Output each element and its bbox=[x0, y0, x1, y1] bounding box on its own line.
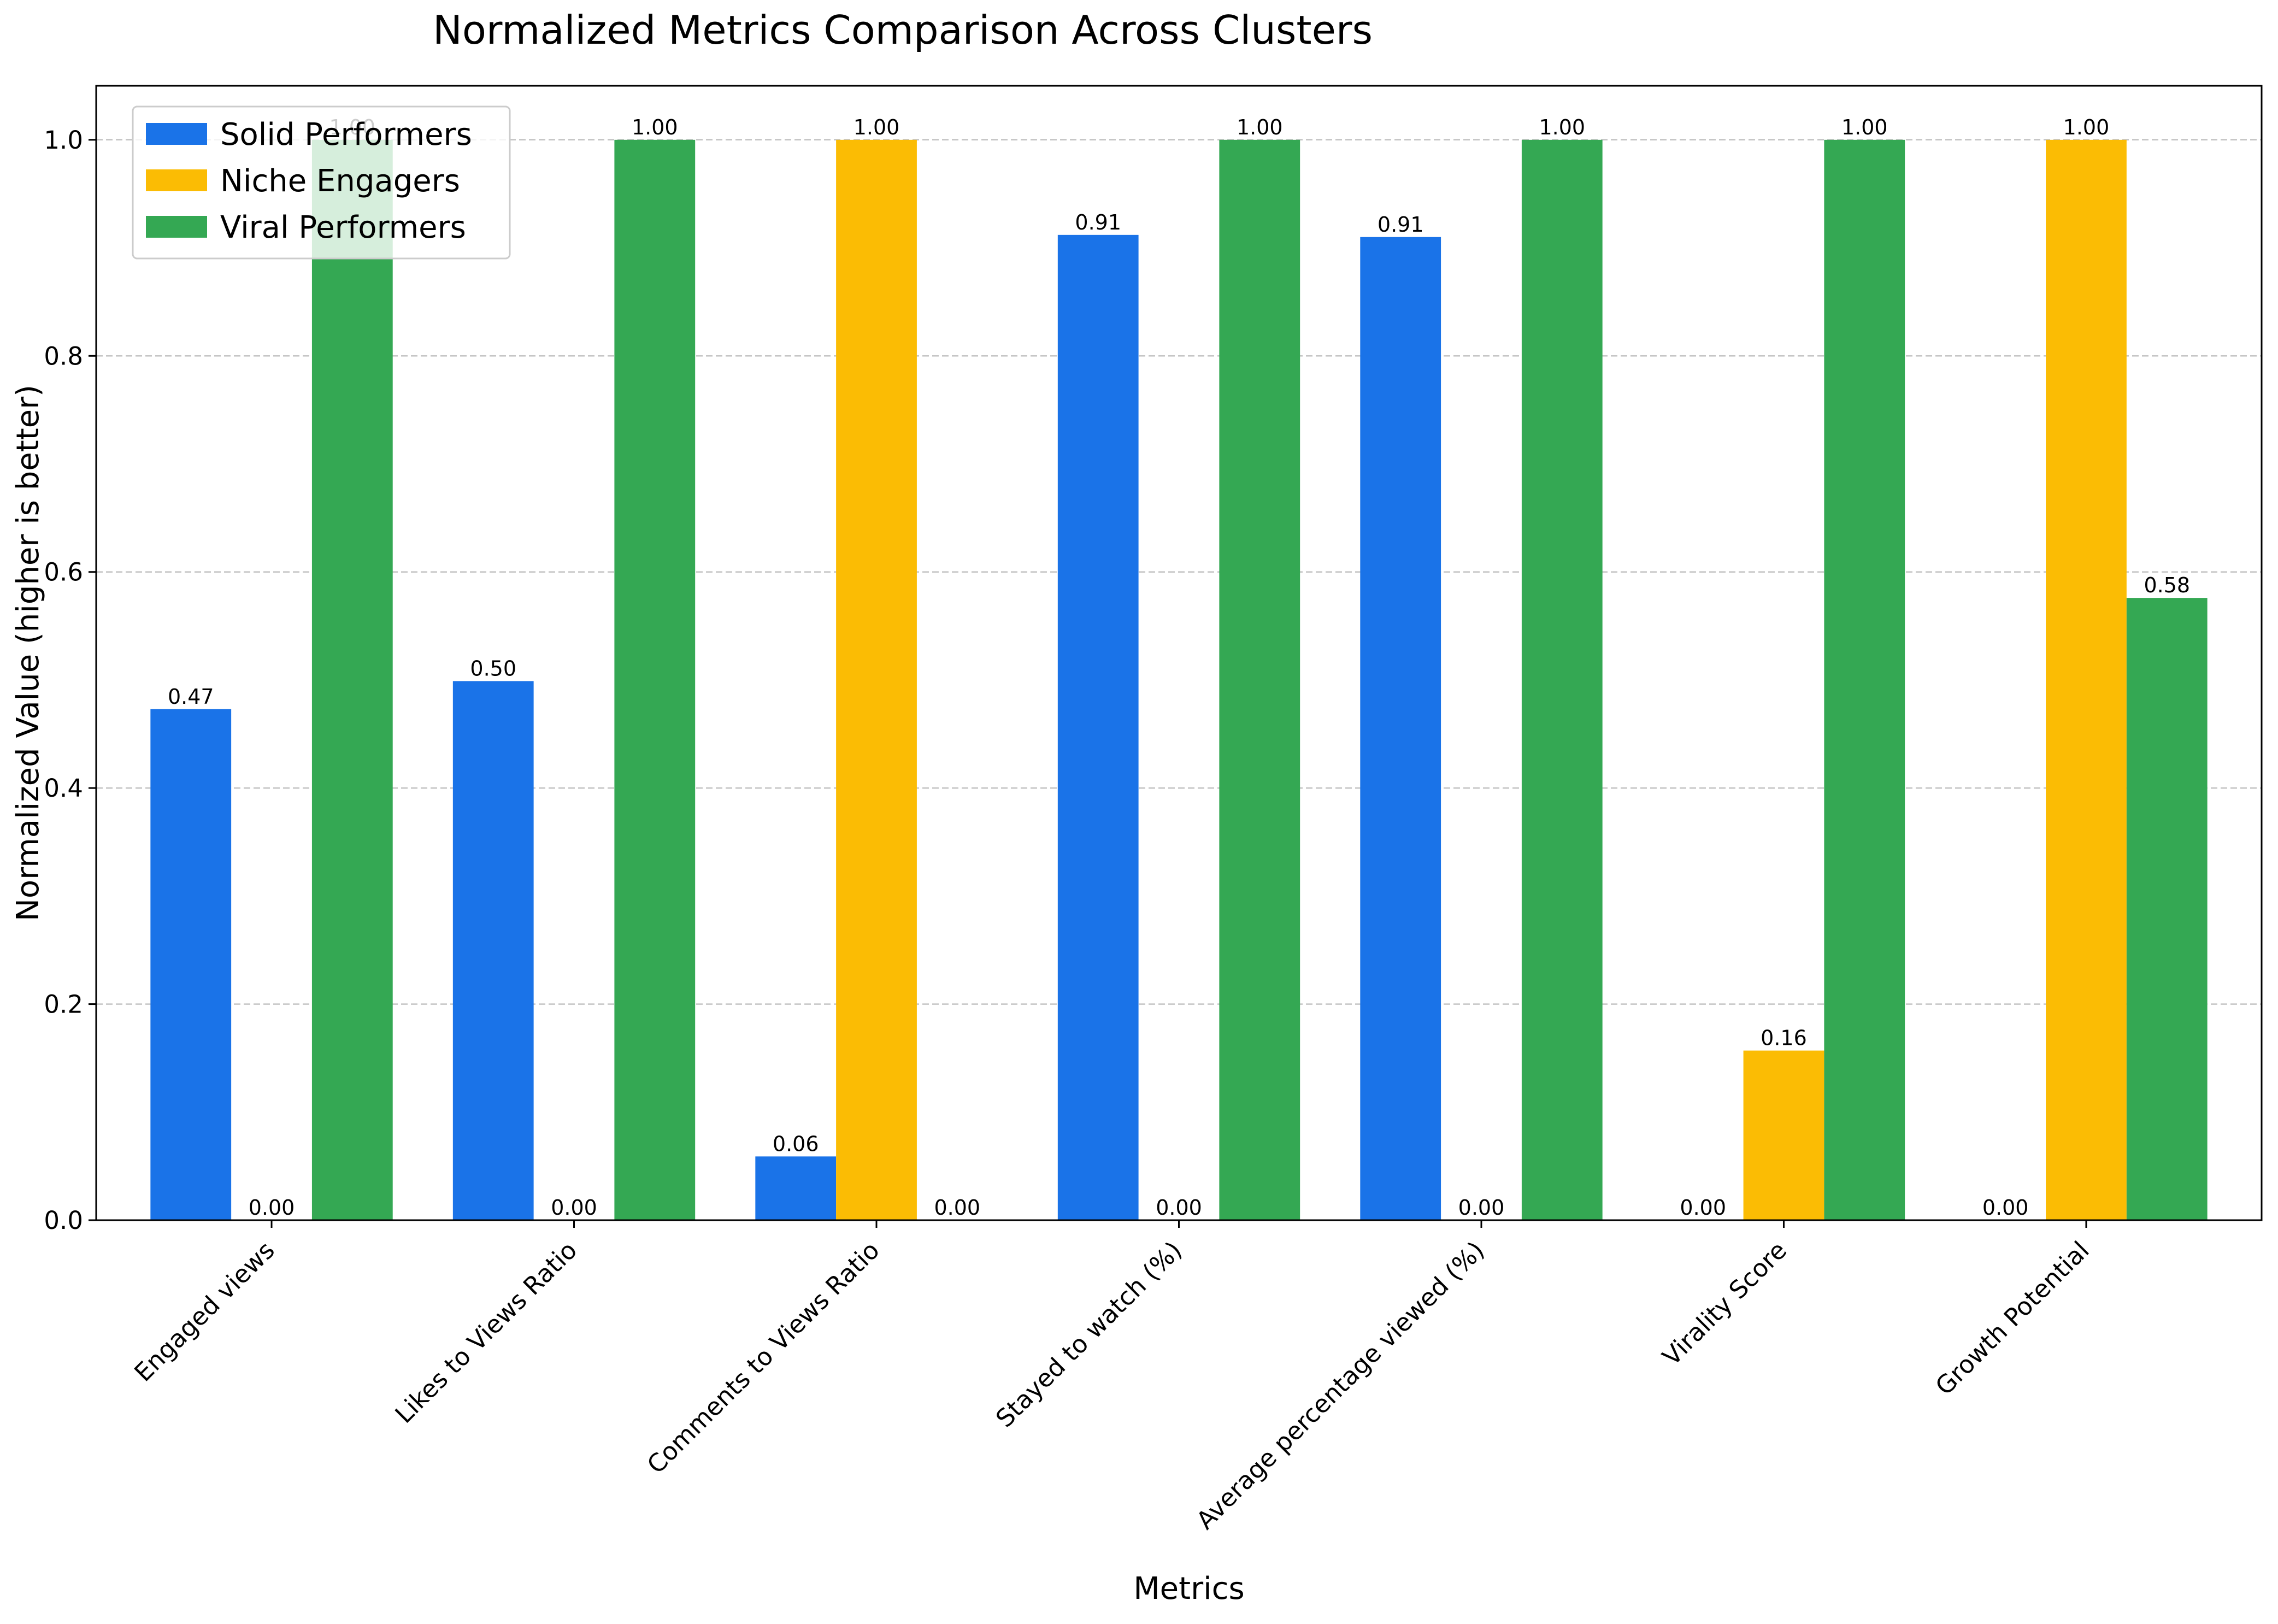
legend-swatch bbox=[146, 123, 207, 145]
x-axis-label: Metrics bbox=[1133, 1571, 1244, 1607]
bar-value-label: 0.00 bbox=[934, 1196, 980, 1220]
legend-label: Solid Performers bbox=[220, 117, 472, 152]
bar-solid-performers bbox=[1057, 234, 1139, 1220]
value-labels: 0.47 0.50 0.06 0.91 0.91 0.00 0.00 0.00 0.00 1.00… bbox=[168, 115, 2190, 1220]
bar-viral-performers bbox=[614, 139, 696, 1220]
bar-solid-performers bbox=[755, 1156, 837, 1220]
legend-swatch bbox=[146, 216, 207, 238]
bar-solid-performers bbox=[1360, 237, 1441, 1220]
y-tick-label: 0.2 bbox=[44, 990, 83, 1019]
y-tick-label: 0.6 bbox=[44, 558, 83, 587]
y-tick-label: 0.0 bbox=[44, 1206, 83, 1235]
bar-viral-performers bbox=[1219, 139, 1300, 1220]
bar-value-label: 0.00 bbox=[1156, 1196, 1202, 1220]
bar-solid-performers bbox=[150, 709, 232, 1220]
legend: Solid Performers Niche Engagers Viral Perf… bbox=[132, 105, 511, 260]
bar-value-label: 0.00 bbox=[249, 1196, 295, 1220]
bar-value-label: 0.47 bbox=[168, 685, 214, 709]
bar-value-label: 0.00 bbox=[1458, 1196, 1505, 1220]
bar-viral-performers bbox=[311, 139, 393, 1220]
bar-value-label: 0.50 bbox=[470, 656, 516, 680]
legend-swatch bbox=[146, 169, 207, 191]
y-tick-label: 1.0 bbox=[44, 126, 83, 155]
bar-value-label: 1.00 bbox=[2063, 115, 2110, 139]
legend-box bbox=[132, 105, 511, 260]
legend-label: Viral Performers bbox=[220, 210, 466, 245]
bar-viral-performers bbox=[2126, 598, 2208, 1220]
bar-value-label: 0.00 bbox=[1680, 1196, 1726, 1220]
bar-viral-performers bbox=[1521, 139, 1603, 1220]
bar-value-label: 0.91 bbox=[1378, 213, 1424, 237]
legend-label: Niche Engagers bbox=[220, 163, 460, 199]
y-axis-ticks: 0.0 0.2 0.4 0.6 0.8 1.0 bbox=[44, 126, 96, 1235]
bar-value-label: 0.06 bbox=[773, 1132, 819, 1156]
bar-niche-engagers bbox=[2046, 139, 2127, 1220]
bar-value-label: 0.58 bbox=[2144, 573, 2190, 597]
bar-solid-performers bbox=[452, 681, 534, 1220]
bar-value-label: 1.00 bbox=[1841, 115, 1888, 139]
bar-value-label: 1.00 bbox=[1539, 115, 1585, 139]
bar-viral-performers bbox=[1824, 139, 1905, 1220]
bar-value-label: 1.00 bbox=[632, 115, 678, 139]
bar-value-label: 0.00 bbox=[551, 1196, 597, 1220]
bar-value-label: 0.00 bbox=[1982, 1196, 2029, 1220]
y-tick-label: 0.4 bbox=[44, 774, 83, 803]
y-tick-label: 0.8 bbox=[44, 342, 83, 370]
bar-niche-engagers bbox=[1743, 1050, 1824, 1220]
bar-value-label: 0.91 bbox=[1075, 210, 1121, 234]
bars bbox=[150, 139, 2208, 1220]
bar-value-label: 1.00 bbox=[1237, 115, 1283, 139]
y-axis-label: Normalized Value (higher is better) bbox=[10, 385, 46, 921]
bar-value-label: 1.00 bbox=[853, 115, 900, 139]
chart-title: Normalized Metrics Comparison Across Clu… bbox=[433, 7, 1373, 53]
bar-value-label: 0.16 bbox=[1761, 1026, 1807, 1050]
bar-niche-engagers bbox=[836, 139, 917, 1220]
